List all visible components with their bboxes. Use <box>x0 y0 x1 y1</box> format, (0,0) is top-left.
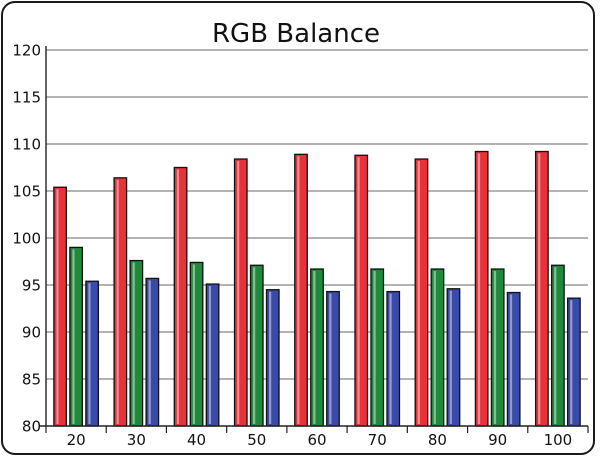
y-tick-labels: 80 85 90 95 100 105 110 115 120 <box>12 42 41 436</box>
bar-100-series-2 <box>566 297 581 427</box>
bar-highlight-100-series-1 <box>554 267 557 424</box>
bar-50-series-0 <box>233 158 248 427</box>
bar-50-series-2 <box>265 289 280 427</box>
bar-40-series-2 <box>205 283 220 427</box>
y-tick-label-110: 110 <box>12 136 41 154</box>
bar-20-series-0 <box>53 186 68 427</box>
bar-70-series-1 <box>370 268 385 427</box>
bar-highlight-50-series-2 <box>269 291 272 424</box>
bar-highlight-40-series-1 <box>192 264 196 424</box>
bar-100-series-0 <box>534 150 549 427</box>
x-tick-label-40: 40 <box>187 431 206 449</box>
bar-60-series-1 <box>310 268 324 427</box>
bar-highlight-100-series-0 <box>538 153 541 424</box>
bar-highlight-80-series-1 <box>433 271 436 424</box>
y-tick-label-100: 100 <box>12 230 41 248</box>
bar-80-series-2 <box>446 288 461 427</box>
bar-80-series-0 <box>414 158 429 427</box>
y-tick-label-95: 95 <box>22 277 41 295</box>
axes <box>40 46 589 433</box>
bar-highlight-80-series-0 <box>417 161 420 425</box>
bar-30-series-2 <box>145 277 160 427</box>
x-tick-label-80: 80 <box>428 431 447 449</box>
bar-highlight-100-series-2 <box>570 300 573 424</box>
bar-highlight-60-series-1 <box>313 271 316 424</box>
bar-highlight-20-series-2 <box>88 283 91 424</box>
bar-highlight-70-series-0 <box>357 157 360 424</box>
bar-90-series-1 <box>490 268 505 427</box>
bar-highlight-60-series-0 <box>297 156 300 424</box>
y-tick-label-90: 90 <box>22 324 41 342</box>
bar-highlight-30-series-2 <box>148 280 151 424</box>
y-tick-label-105: 105 <box>12 183 41 201</box>
bar-highlight-20-series-1 <box>72 249 75 424</box>
bar-highlight-40-series-0 <box>176 169 180 424</box>
bar-20-series-2 <box>85 280 100 427</box>
bar-highlight-50-series-1 <box>253 267 256 424</box>
x-tick-label-50: 50 <box>247 431 266 449</box>
bar-highlight-40-series-2 <box>208 286 212 424</box>
bar-highlight-90-series-1 <box>493 271 497 424</box>
x-tick-label-100: 100 <box>544 431 573 449</box>
bar-highlight-70-series-1 <box>373 271 376 424</box>
x-tick-labels: 20 30 40 50 60 70 80 90 100 <box>67 431 573 449</box>
y-tick-label-85: 85 <box>22 371 41 389</box>
bar-30-series-1 <box>129 259 144 427</box>
x-tick-label-70: 70 <box>368 431 387 449</box>
bar-80-series-1 <box>430 268 445 427</box>
bar-highlight-60-series-2 <box>329 293 332 424</box>
bar-70-series-2 <box>386 290 401 427</box>
y-tick-label-80: 80 <box>22 418 41 436</box>
chart-title: RGB Balance <box>212 19 380 49</box>
bar-highlight-20-series-0 <box>56 189 59 424</box>
bar-40-series-0 <box>173 166 188 427</box>
bar-highlight-90-series-0 <box>477 153 481 424</box>
bar-highlight-90-series-2 <box>509 294 513 424</box>
x-tick-label-30: 30 <box>127 431 146 449</box>
bars-group <box>53 150 581 427</box>
bar-20-series-1 <box>69 246 84 427</box>
bar-60-series-0 <box>294 153 308 427</box>
bar-30-series-0 <box>113 177 128 427</box>
bar-90-series-0 <box>474 150 489 427</box>
x-tick-label-60: 60 <box>307 431 326 449</box>
x-tick-label-20: 20 <box>67 431 86 449</box>
bar-50-series-1 <box>249 264 264 427</box>
bar-highlight-30-series-1 <box>132 262 135 424</box>
bar-highlight-70-series-2 <box>389 293 392 424</box>
bar-70-series-0 <box>354 154 369 427</box>
bar-40-series-1 <box>189 261 204 427</box>
y-tick-label-120: 120 <box>12 42 41 60</box>
bar-highlight-30-series-0 <box>116 179 119 424</box>
x-tick-label-90: 90 <box>488 431 507 449</box>
y-tick-label-115: 115 <box>12 89 41 107</box>
bar-highlight-50-series-0 <box>237 161 240 425</box>
bar-90-series-2 <box>506 291 521 427</box>
bar-100-series-1 <box>550 264 565 427</box>
bar-highlight-80-series-2 <box>449 290 452 424</box>
bar-60-series-2 <box>326 290 340 427</box>
